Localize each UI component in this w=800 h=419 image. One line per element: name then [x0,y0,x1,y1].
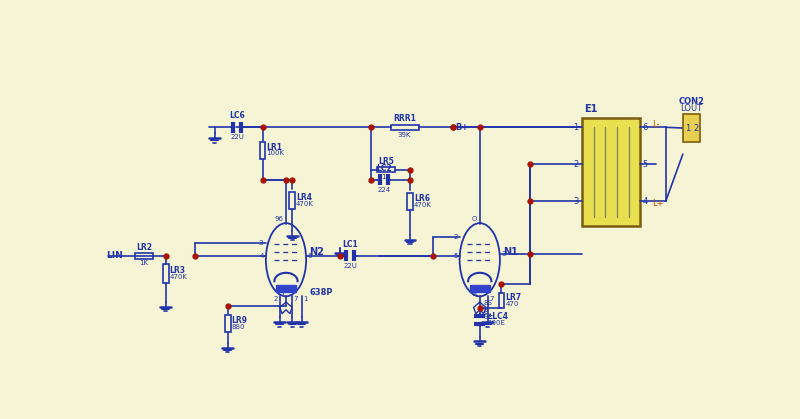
Text: 100K: 100K [266,150,285,156]
Text: O: O [472,216,478,222]
Text: E1: E1 [584,104,598,114]
Text: 1: 1 [303,296,307,302]
Text: 4: 4 [642,197,648,206]
Text: LR6: LR6 [414,194,430,203]
Text: 4: 4 [260,253,264,259]
Text: 470: 470 [506,300,518,307]
Text: LR9: LR9 [232,316,248,325]
Text: 3: 3 [573,197,578,206]
Text: 224: 224 [377,186,390,193]
Text: LR4: LR4 [296,193,312,202]
Bar [260,142,266,159]
Text: N2: N2 [310,247,324,257]
Text: 470K: 470K [296,201,314,207]
Bar [390,124,418,130]
Text: 3: 3 [502,251,506,256]
Text: 1K: 1K [140,261,149,266]
Text: S2: S2 [484,315,492,321]
Text: 8: 8 [484,309,488,315]
Bar [407,194,413,210]
Text: 96: 96 [274,216,284,222]
Text: CON2: CON2 [678,98,704,106]
Text: 22U: 22U [343,263,358,269]
Text: 4: 4 [473,292,478,298]
Text: 5: 5 [642,160,648,169]
Text: N1: N1 [503,247,518,257]
Text: LIN: LIN [106,251,123,260]
Text: 2: 2 [274,296,278,302]
Bar [378,167,394,172]
Text: LC6: LC6 [230,111,245,120]
Text: 2: 2 [454,234,458,240]
Bar [276,285,296,292]
Text: LR1: LR1 [266,143,282,152]
Text: LR5: LR5 [378,157,394,166]
Text: 6: 6 [642,123,648,132]
Text: 470K: 470K [170,274,188,279]
Text: ±LC4: ±LC4 [486,312,509,321]
Bar [498,293,504,308]
Text: LR7: LR7 [506,293,522,302]
Text: 1: 1 [685,124,690,132]
Text: L+: L+ [652,199,663,208]
Bar [135,253,154,259]
Text: 5: 5 [279,291,284,297]
Text: 39K: 39K [398,132,411,138]
Text: 22U: 22U [230,134,244,140]
Text: 1: 1 [573,123,578,132]
Bar [582,118,640,226]
Text: 3: 3 [258,240,262,246]
Text: LOUT: LOUT [680,103,702,113]
Text: LR3: LR3 [170,266,186,275]
Bar [225,315,230,332]
Text: 638P: 638P [310,287,333,297]
Text: B+: B+ [455,123,468,132]
Text: LC1: LC1 [342,240,358,249]
Text: 5: 5 [454,253,458,259]
Bar [683,114,700,142]
Text: 8S: 8S [484,300,493,306]
Text: 100E: 100E [486,320,505,326]
Text: 2: 2 [573,160,578,169]
Text: RRR1: RRR1 [393,114,416,124]
Text: 470K: 470K [414,202,432,208]
Text: 7: 7 [489,296,494,302]
Text: LC2: LC2 [376,164,391,173]
Text: 1K: 1K [382,174,390,180]
Bar [163,264,169,283]
Text: 880: 880 [232,324,246,330]
Text: L-: L- [652,121,659,129]
Text: 2: 2 [694,124,698,132]
Bar [470,285,490,292]
Bar [290,192,295,209]
Text: 6: 6 [308,253,312,259]
Text: LR2: LR2 [136,243,152,252]
Text: 7: 7 [294,296,298,302]
